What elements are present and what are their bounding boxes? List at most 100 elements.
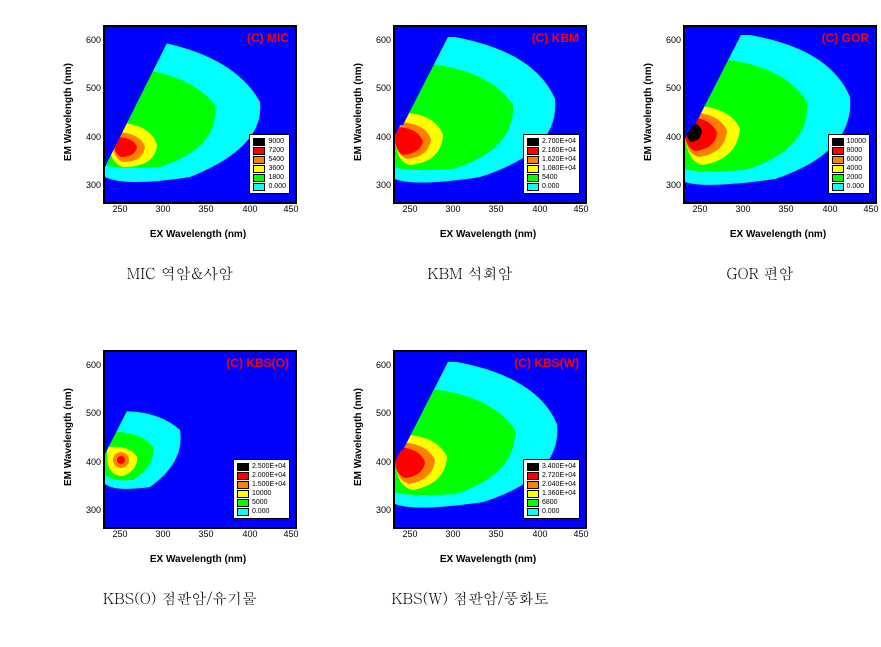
xtick: 250: [692, 204, 707, 214]
y-ticks: 300 400 500 600: [367, 350, 391, 525]
xtick: 350: [778, 204, 793, 214]
xlabel: EX Wavelength (nm): [683, 229, 873, 240]
plot-area: (C) KBS(O) 2.500E+04 2.000E+04 1.500E+04…: [103, 350, 297, 529]
legend-row: 7200: [253, 146, 286, 155]
ytick: 500: [367, 83, 391, 93]
swatch: [527, 138, 539, 146]
xtick: 300: [445, 529, 460, 539]
plot-area: (C) GOR 10000 8000 6000 4000 2000 0.000: [683, 25, 877, 204]
xtick: 350: [488, 529, 503, 539]
legend: 2.700E+04 2.160E+04 1.620E+04 1.080E+04 …: [523, 134, 580, 194]
plot-area: (C) KBS(W) 3.400E+04 2.720E+04 2.040E+04…: [393, 350, 587, 529]
chart-kbso: EM Wavelength (nm) 300 400 500 600: [55, 340, 305, 570]
legend-row: 6800: [527, 498, 576, 507]
xlabel: EX Wavelength (nm): [393, 554, 583, 565]
legend-row: 0.000: [527, 182, 576, 191]
ylabel: EM Wavelength (nm): [353, 25, 365, 200]
legend-text: 0.000: [542, 182, 560, 191]
legend-text: 2.700E+04: [542, 137, 576, 146]
swatch: [237, 508, 249, 516]
ytick: 400: [77, 457, 101, 467]
swatch: [832, 138, 844, 146]
xtick: 450: [573, 529, 588, 539]
legend-row: 2.160E+04: [527, 146, 576, 155]
legend-row: 3600: [253, 164, 286, 173]
legend-text: 2.160E+04: [542, 146, 576, 155]
ytick: 300: [77, 180, 101, 190]
swatch: [527, 499, 539, 507]
swatch: [237, 463, 249, 471]
legend-row: 1.620E+04: [527, 155, 576, 164]
ytick: 400: [367, 132, 391, 142]
caption: KBS(W) 점판암/풍화토: [391, 588, 548, 609]
xtick: 250: [402, 529, 417, 539]
swatch: [237, 499, 249, 507]
swatch: [237, 472, 249, 480]
ytick: 600: [367, 35, 391, 45]
chart-kbm: EM Wavelength (nm) 300 400 500 600: [345, 15, 595, 245]
xtick: 350: [198, 529, 213, 539]
panel-gor: EM Wavelength (nm) 300 400 500 600: [635, 15, 881, 284]
plot-area: (C) MIC 9000 7200 5400 3600 1800 0.000: [103, 25, 297, 204]
legend-row: 6000: [832, 155, 866, 164]
ytick: 400: [657, 132, 681, 142]
y-ticks: 300 400 500 600: [367, 25, 391, 200]
legend-text: 3600: [268, 164, 284, 173]
ylabel: EM Wavelength (nm): [63, 25, 75, 200]
xtick: 400: [822, 204, 837, 214]
legend-row: 10000: [832, 137, 866, 146]
swatch: [527, 508, 539, 516]
legend-row: 5400: [527, 173, 576, 182]
chart-kbsw: EM Wavelength (nm) 300 400 500 600: [345, 340, 595, 570]
legend-text: 1.080E+04: [542, 164, 576, 173]
panel-kbsw: EM Wavelength (nm) 300 400 500 600: [345, 340, 595, 609]
xtick: 250: [402, 204, 417, 214]
ytick: 300: [77, 505, 101, 515]
caption: KBM 석회암: [427, 263, 512, 284]
legend-row: 2.720E+04: [527, 471, 576, 480]
swatch: [237, 481, 249, 489]
swatch: [527, 481, 539, 489]
swatch: [253, 165, 265, 173]
legend-text: 10000: [252, 489, 271, 498]
swatch: [527, 463, 539, 471]
y-ticks: 300 400 500 600: [77, 350, 101, 525]
caption: MIC 역암&사암: [127, 263, 233, 284]
anno-label: (C) KBS(W): [514, 356, 579, 370]
legend-text: 3.400E+04: [542, 462, 576, 471]
xtick: 350: [198, 204, 213, 214]
xtick: 250: [112, 529, 127, 539]
panel-kbso: EM Wavelength (nm) 300 400 500 600: [55, 340, 305, 609]
ytick: 500: [657, 83, 681, 93]
legend-text: 4000: [847, 164, 863, 173]
swatch: [253, 183, 265, 191]
xtick: 300: [445, 204, 460, 214]
ytick: 300: [367, 505, 391, 515]
ytick: 600: [77, 35, 101, 45]
x-ticks: 250 300 350 400 450: [393, 529, 583, 541]
xtick: 250: [112, 204, 127, 214]
legend-text: 6000: [847, 155, 863, 164]
legend-row: 1.360E+04: [527, 489, 576, 498]
ytick: 400: [77, 132, 101, 142]
legend-row: 4000: [832, 164, 866, 173]
legend-text: 5000: [252, 498, 268, 507]
legend-row: 2000: [832, 173, 866, 182]
swatch: [253, 174, 265, 182]
xtick: 300: [735, 204, 750, 214]
legend-text: 1.620E+04: [542, 155, 576, 164]
legend-text: 1800: [268, 173, 284, 182]
swatch: [253, 156, 265, 164]
legend-row: 0.000: [527, 507, 576, 516]
legend: 3.400E+04 2.720E+04 2.040E+04 1.360E+04 …: [523, 459, 580, 519]
x-ticks: 250 300 350 400 450: [103, 204, 293, 216]
legend-text: 1.500E+04: [252, 480, 286, 489]
legend-row: 1.500E+04: [237, 480, 286, 489]
legend-text: 2000: [847, 173, 863, 182]
ylabel: EM Wavelength (nm): [63, 350, 75, 525]
ytick: 300: [657, 180, 681, 190]
row-2: EM Wavelength (nm) 300 400 500 600: [55, 340, 595, 609]
caption: KBS(O) 점판암/유기물: [103, 588, 257, 609]
legend-row: 3.400E+04: [527, 462, 576, 471]
legend-row: 1.080E+04: [527, 164, 576, 173]
